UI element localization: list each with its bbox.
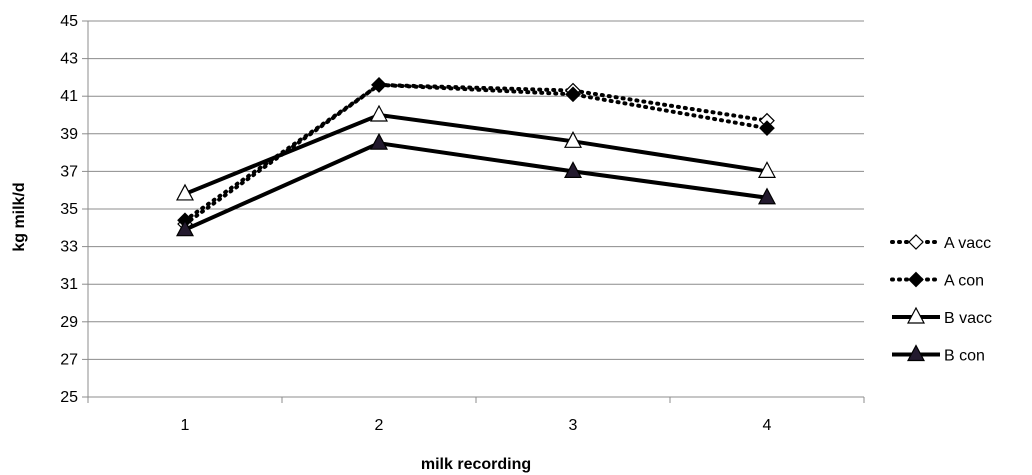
y-tick-label: 25: [60, 389, 78, 406]
x-tick-labels: 1 2 3 4: [181, 417, 772, 434]
legend-label-b-vacc: B vacc: [944, 310, 992, 327]
y-tick-label: 27: [60, 351, 78, 368]
x-axis-title: milk recording: [421, 456, 531, 473]
legend-marker-a-vacc: [908, 234, 924, 250]
legend-label-b-con: B con: [944, 348, 985, 365]
y-tick-label: 43: [60, 51, 78, 68]
series-b-vacc: [176, 104, 776, 201]
legend: A vacc A con B vacc B con: [890, 234, 992, 365]
legend-item-b-vacc: B vacc: [892, 306, 992, 327]
data-point-b-vacc: [370, 104, 388, 122]
legend-item-a-con: A con: [890, 271, 984, 290]
legend-marker-a-con: [908, 271, 924, 288]
series-b-con: [176, 132, 776, 237]
y-tick-labels: 25 27 29 31 33 35 37 39 41 43 45: [60, 13, 78, 406]
y-tick-label: 37: [60, 163, 78, 180]
series-line-b-vacc: [184, 112, 768, 196]
data-point-b-vacc: [564, 131, 582, 148]
legend-item-b-con: B con: [892, 344, 985, 365]
legend-label-a-con: A con: [944, 273, 984, 290]
data-point-b-con: [176, 219, 194, 237]
legend-item-a-vacc: A vacc: [890, 234, 991, 252]
y-tick-label: 39: [60, 126, 78, 143]
y-tick-label: 45: [60, 13, 78, 30]
data-point-b-vacc: [758, 161, 776, 178]
gridlines: [88, 20, 864, 360]
y-tick-label: 31: [60, 276, 78, 293]
y-tick-label: 35: [60, 201, 78, 218]
legend-marker-b-con: [907, 344, 925, 362]
series-a-con: [177, 77, 775, 229]
legend-label-a-vacc: A vacc: [944, 235, 991, 252]
series-line-a-vacc: [183, 82, 769, 227]
data-point-b-vacc: [176, 183, 194, 201]
data-point-b-con: [564, 161, 582, 178]
x-tick-label: 3: [569, 417, 578, 434]
y-axis-title: kg milk/d: [11, 182, 28, 251]
x-tick-label: 4: [763, 417, 772, 434]
series-a-vacc: [177, 77, 775, 232]
axes: [82, 20, 865, 403]
legend-marker-b-vacc: [907, 306, 925, 324]
data-point-b-con: [758, 187, 776, 205]
x-tick-label: 1: [181, 417, 190, 434]
x-tick-label: 2: [375, 417, 384, 434]
data-point-b-con: [370, 132, 388, 150]
data-point-a-con: [371, 77, 387, 93]
y-tick-label: 29: [60, 314, 78, 331]
series-layer: [176, 77, 776, 237]
data-point-a-con: [565, 86, 581, 103]
series-line-b-con: [184, 141, 768, 232]
data-point-a-con: [759, 120, 775, 137]
y-tick-label: 41: [60, 88, 78, 105]
y-tick-label: 33: [60, 239, 78, 256]
